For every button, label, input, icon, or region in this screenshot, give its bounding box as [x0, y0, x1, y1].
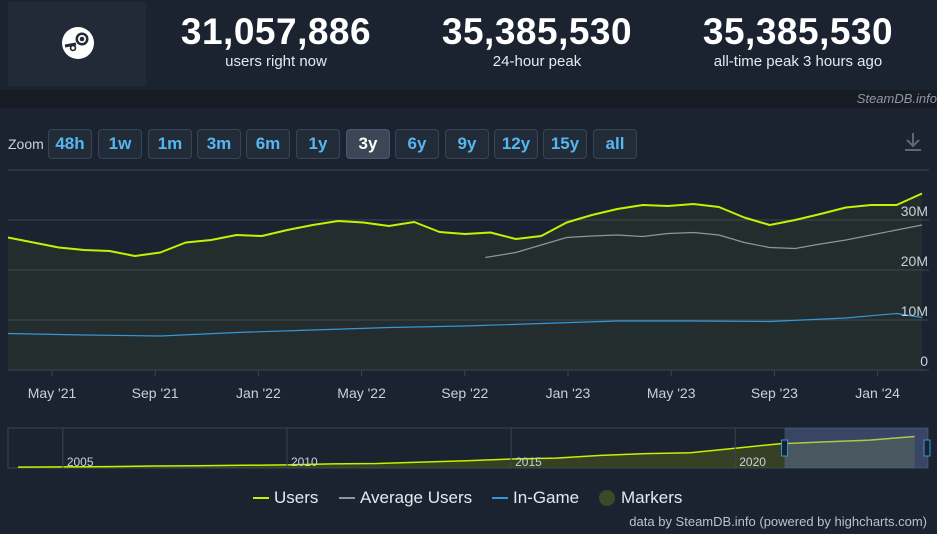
legend-label: Average Users: [360, 488, 473, 507]
series-in-game: [7, 312, 923, 337]
stat-all-time-peak: 35,385,530 all-time peak 3 hours ago: [685, 12, 911, 72]
header: 31,057,886 users right now 35,385,530 24…: [0, 0, 937, 90]
steam-logo-icon: [62, 27, 94, 59]
chart-plot: [7, 192, 923, 370]
stat-value: 35,385,530: [441, 11, 633, 52]
navigator-year-label: 2005: [67, 455, 94, 469]
legend-item-average-users[interactable]: Average Users: [339, 487, 472, 509]
stat-value: 31,057,886: [180, 11, 372, 52]
y-tick-label: 10M: [901, 303, 928, 319]
navigator-handle-left[interactable]: [781, 439, 789, 457]
legend-label: Users: [274, 488, 319, 507]
series-average-users: [485, 224, 923, 259]
legend-item-markers[interactable]: Markers: [599, 487, 682, 509]
footer-credit: data by SteamDB.info (powered by highcha…: [629, 514, 927, 529]
x-tick-label: Sep '21: [132, 385, 179, 401]
x-axis-ticks: May '21 Sep '21 Jan '22 May '22 Sep '22 Jan '…: [28, 385, 900, 401]
zoom-button-48h[interactable]: 48h: [48, 129, 92, 159]
navigator-year-label: 2010: [291, 455, 318, 469]
zoom-button-all[interactable]: all: [593, 129, 637, 159]
navigator-area: [18, 436, 915, 468]
x-tick-label: May '21: [28, 385, 77, 401]
navigator-handle-right[interactable]: [923, 439, 931, 457]
y-tick-label: 30M: [901, 203, 928, 219]
navigator-line: [17, 435, 915, 468]
y-axis-ticks: 0 10M 20M 30M: [901, 203, 928, 369]
zoom-button-9y[interactable]: 9y: [445, 129, 489, 159]
chart-area: May '21 Sep '21 Jan '22 May '22 Sep '22 Jan '…: [7, 169, 931, 469]
y-tick-label: 0: [920, 353, 928, 369]
zoom-button-3y[interactable]: 3y: [346, 129, 390, 159]
zoom-button-1y[interactable]: 1y: [296, 129, 340, 159]
y-tick-label: 20M: [901, 253, 928, 269]
zoom-button-1m[interactable]: 1m: [148, 129, 192, 159]
stat-label: users right now: [225, 53, 327, 70]
logo-box[interactable]: [8, 2, 146, 86]
zoom-button-1w[interactable]: 1w: [98, 129, 142, 159]
navigator: 2005 2010 2015 2020: [7, 427, 931, 469]
legend-line: [339, 497, 355, 499]
zoom-label: Zoom: [8, 136, 44, 152]
x-tick-label: Sep '23: [751, 385, 798, 401]
legend-label: In-Game: [513, 488, 580, 507]
stat-value: 35,385,530: [702, 11, 894, 52]
navigator-selection: [784, 428, 928, 468]
site-credit: SteamDB.info: [856, 91, 937, 106]
zoom-button-3m[interactable]: 3m: [197, 129, 241, 159]
legend-item-users[interactable]: Users: [253, 487, 318, 509]
credit-band: SteamDB.info: [0, 90, 937, 108]
x-tick-label: May '23: [647, 385, 696, 401]
zoom-button-6m[interactable]: 6m: [246, 129, 290, 159]
download-icon[interactable]: [902, 131, 924, 153]
legend-item-in-game[interactable]: In-Game: [492, 487, 579, 509]
chart-legend: Users Average Users In-Game Markers: [0, 487, 937, 509]
x-tick-label: Jan '23: [546, 385, 591, 401]
x-tick-label: Jan '22: [236, 385, 281, 401]
stat-label: 24-hour peak: [492, 53, 582, 70]
x-tick-label: May '22: [337, 385, 386, 401]
series-users-area: [8, 193, 922, 370]
x-tick-label: Jan '24: [855, 385, 900, 401]
zoom-button-6y[interactable]: 6y: [395, 129, 439, 159]
legend-label: Markers: [621, 488, 683, 507]
x-tick-label: Sep '22: [441, 385, 488, 401]
series-users: [7, 192, 923, 257]
navigator-year-label: 2020: [739, 455, 766, 469]
zoom-button-15y[interactable]: 15y: [543, 129, 587, 159]
stat-label: all-time peak 3 hours ago: [713, 53, 883, 70]
legend-dot: [599, 490, 615, 506]
legend-line: [253, 497, 269, 499]
navigator-year-label: 2015: [515, 455, 542, 469]
stat-24h-peak: 35,385,530 24-hour peak: [426, 12, 648, 72]
legend-line: [492, 497, 508, 499]
zoom-button-12y[interactable]: 12y: [494, 129, 538, 159]
chart-grid: [8, 169, 929, 376]
stat-current-users: 31,057,886 users right now: [166, 12, 386, 72]
